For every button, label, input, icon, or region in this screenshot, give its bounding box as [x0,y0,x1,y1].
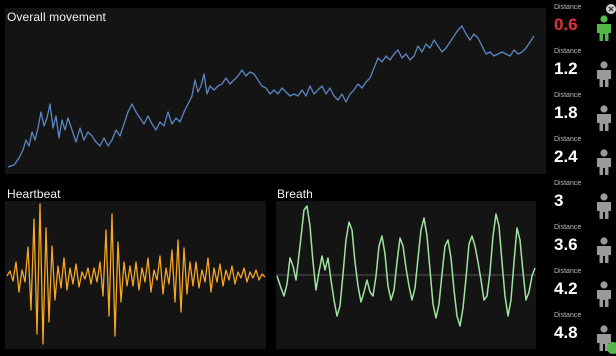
distance-zone-1[interactable]: Distance 0.6 [551,3,616,44]
person-icon [597,15,611,41]
close-icon[interactable] [605,3,616,15]
distance-label: Distance [554,92,582,99]
heartbeat-panel [5,201,266,349]
distance-zone-list: Distance 0.6 Distance 1.2 Distance 1.8 D… [551,0,616,356]
breath-title: Breath [277,187,313,201]
heartbeat-line [6,203,266,345]
distance-label: Distance [554,268,582,275]
distance-zone-6[interactable]: Distance 3.6 [551,223,616,264]
person-icon [597,193,611,219]
distance-value: 1.2 [554,59,578,78]
distance-value: 0.6 [554,15,578,34]
distance-value: 4.2 [554,279,578,298]
person-icon [597,61,611,87]
distance-zone-8[interactable]: Distance 4.8 [551,311,616,354]
distance-zone-5[interactable]: Distance 3 [551,179,616,220]
distance-label: Distance [554,224,582,231]
distance-value: 4.8 [554,323,578,342]
person-icon [597,105,611,131]
distance-zone-2[interactable]: Distance 1.2 [551,47,616,88]
person-icon [597,149,611,175]
distance-value: 3 [554,191,564,210]
distance-value: 2.4 [554,147,578,166]
distance-zone-7[interactable]: Distance 4.2 [551,267,616,308]
movement-title: Overall movement [7,10,106,24]
breath-line [276,205,536,327]
movement-line [7,25,535,168]
distance-value: 1.8 [554,103,578,122]
distance-label: Distance [554,136,582,143]
distance-value: 3.6 [554,235,578,254]
status-dot-icon [607,342,616,354]
person-icon [597,237,611,263]
distance-label: Distance [554,180,582,187]
person-icon [597,281,611,307]
distance-label: Distance [554,312,582,319]
distance-label: Distance [554,48,582,55]
distance-zone-4[interactable]: Distance 2.4 [551,135,616,176]
distance-label: Distance [554,4,582,11]
heartbeat-title: Heartbeat [7,187,61,201]
distance-zone-3[interactable]: Distance 1.8 [551,91,616,132]
